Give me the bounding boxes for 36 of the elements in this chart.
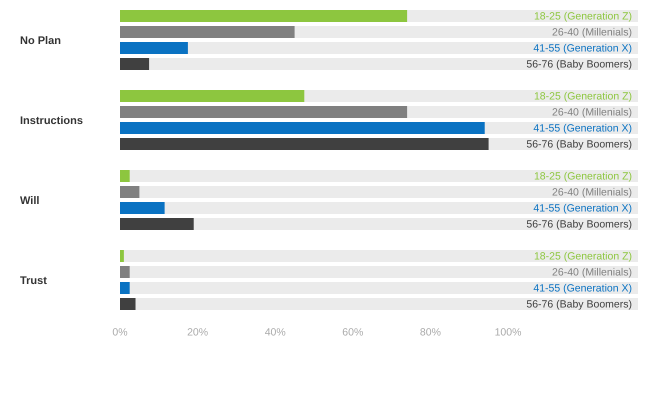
bar xyxy=(120,250,124,262)
text: 26-40 (Millenials) xyxy=(552,106,632,119)
text: 41-55 (Generation X) xyxy=(533,122,632,135)
y-tick-label: No Plan xyxy=(20,34,62,47)
y-tick-label: Instructions xyxy=(20,114,83,127)
text: 56-76 (Baby Boomers) xyxy=(526,138,632,151)
y-tick-label: Will xyxy=(20,194,40,207)
bar xyxy=(120,282,130,294)
text: 41-55 (Generation X) xyxy=(533,42,632,55)
x-tick-label: 60% xyxy=(342,326,364,338)
text: 41-55 (Generation X) xyxy=(533,282,632,295)
x-tick-label: 40% xyxy=(264,326,286,338)
text: 18-25 (Generation Z) xyxy=(534,170,632,183)
bar xyxy=(120,170,130,182)
bar xyxy=(120,202,165,214)
bar xyxy=(120,186,140,198)
text: 26-40 (Millenials) xyxy=(552,266,632,279)
text: 56-76 (Baby Boomers) xyxy=(526,218,632,231)
text: 56-76 (Baby Boomers) xyxy=(526,298,632,311)
text: 26-40 (Millenials) xyxy=(552,26,632,39)
bar xyxy=(120,58,150,70)
bar xyxy=(120,266,130,278)
text: 26-40 (Millenials) xyxy=(552,186,632,199)
x-tick-label: 80% xyxy=(420,326,441,338)
bar xyxy=(120,298,136,310)
text: 56-76 (Baby Boomers) xyxy=(526,58,632,71)
text: 41-55 (Generation X) xyxy=(533,202,632,215)
y-tick-label: Trust xyxy=(20,274,48,287)
x-tick-label: 100% xyxy=(494,326,522,338)
bar xyxy=(120,218,194,230)
text: 18-25 (Generation Z) xyxy=(534,10,632,23)
x-tick-label: 20% xyxy=(187,326,208,338)
bar xyxy=(120,42,188,54)
text: 18-25 (Generation Z) xyxy=(534,90,632,103)
x-tick-label: 0% xyxy=(112,326,128,338)
text: 18-25 (Generation Z) xyxy=(534,250,632,263)
